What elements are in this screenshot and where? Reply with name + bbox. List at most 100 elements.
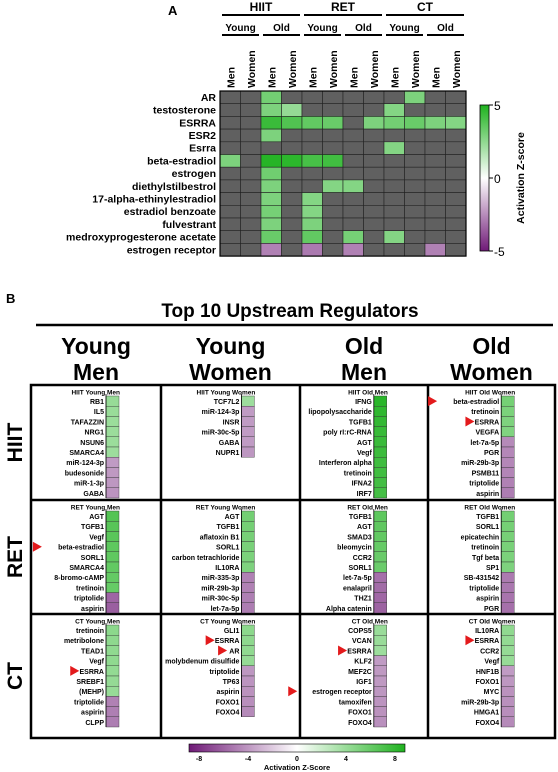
heatmap-cell (322, 90, 344, 104)
regulator-cell (105, 561, 120, 573)
regulator-label: Vegf (89, 659, 104, 666)
regulator-label: KLF2 (354, 659, 372, 666)
regulator-cell (241, 426, 255, 438)
heatmap-cell (342, 154, 364, 168)
regulator-cell (105, 592, 120, 603)
row-header: CT (4, 662, 27, 690)
highlight-arrow-icon (32, 541, 42, 552)
regulator-cell (501, 645, 515, 656)
regulator-cell (105, 541, 120, 552)
heatmap-cell (281, 141, 303, 155)
regulator-cell (105, 416, 120, 427)
regulator-cell (105, 635, 120, 646)
heatmap-cell (219, 128, 241, 143)
heatmap-cell (383, 166, 405, 181)
regulator-cell (241, 686, 255, 697)
row-label: estrogen receptor (127, 244, 216, 256)
regulator-label: SMAD3 (347, 534, 372, 541)
regulator-cell (105, 436, 120, 448)
regulator-cell (241, 655, 255, 666)
highlight-arrow-icon (338, 645, 348, 656)
regulator-label: AGT (225, 514, 241, 521)
regulator-label: metribolone (64, 638, 104, 645)
regulator-cell (373, 561, 387, 573)
row-label: beta-estradiol (147, 155, 216, 167)
heatmap-cell (322, 166, 344, 181)
regulator-label: lipopolysaccharide (308, 409, 372, 416)
regulator-cell (501, 467, 515, 478)
regulator-label: triptolide (469, 585, 499, 592)
regulator-cell (105, 686, 120, 697)
regulator-label: IGF1 (356, 679, 372, 686)
regulator-cell (241, 696, 255, 707)
heatmap-cell (301, 116, 323, 130)
regulator-label: SORL1 (476, 524, 499, 531)
regulator-cell (501, 624, 515, 636)
regulator-label: FOXO1 (348, 710, 372, 717)
regulator-cell (105, 487, 120, 499)
regulator-label: miR-29b-3p (461, 699, 499, 706)
regulator-label: let-7a-5p (343, 575, 372, 582)
column-header-line1: Young (196, 333, 266, 359)
regulator-cell (105, 582, 120, 593)
heatmap-cell (240, 166, 262, 181)
regulator-label: beta-estradiol (58, 545, 104, 552)
heatmap-cell (281, 192, 303, 206)
regulator-cell (105, 602, 120, 614)
regulator-cell (373, 696, 387, 707)
regulator-label: FOXO4 (348, 720, 372, 727)
heatmap-cell (383, 192, 405, 206)
regulator-label: FOXO1 (475, 679, 499, 686)
column-header-line2: Women (189, 359, 272, 385)
heatmap-cell (219, 141, 241, 155)
colorbar-b-tick-label: -4 (245, 756, 251, 763)
heatmap-cell (260, 141, 282, 155)
age-label: Old (437, 23, 454, 34)
regulator-label: tretinoin (471, 409, 499, 416)
heatmap-cell (281, 205, 303, 219)
regulator-cell (373, 582, 387, 593)
heatmap-cell (383, 103, 405, 117)
heatmap-cell (281, 217, 303, 231)
regulator-label: ESRRA (215, 638, 240, 645)
regulator-label: Alpha catenin (326, 606, 372, 613)
regulator-cell (501, 696, 515, 707)
heatmap-cell (424, 154, 446, 168)
heatmap-cell (219, 103, 241, 117)
heatmap-cell (363, 217, 385, 231)
regulator-label: SORL1 (348, 565, 371, 572)
regulator-label: SREBF1 (76, 679, 104, 686)
regulator-label: aspirin (476, 491, 499, 498)
regulator-label: ESRRA (79, 669, 104, 676)
heatmap-cell (322, 205, 344, 219)
heatmap-cell (342, 116, 364, 130)
heatmap-cell (342, 90, 364, 104)
heatmap-cell (219, 230, 241, 244)
heatmap-cell (445, 90, 467, 104)
heatmap-cell (301, 90, 323, 104)
row-label: medroxyprogesterone acetate (66, 232, 216, 244)
heatmap-cell (301, 128, 323, 143)
regulator-label: TAFAZZIN (71, 419, 104, 426)
heatmap-cell (363, 192, 385, 206)
regulator-cell (373, 686, 387, 697)
heatmap-cell (404, 217, 426, 231)
heatmap-cell (424, 243, 446, 257)
heatmap-cell (445, 217, 467, 231)
regulator-cell (241, 531, 255, 542)
regulator-cell (373, 551, 387, 563)
column-label: Men (266, 67, 278, 88)
highlight-arrow-icon (465, 416, 475, 427)
colorbar-a (479, 104, 490, 252)
regulator-label: triptolide (74, 699, 104, 706)
regulator-label: INSR (223, 419, 240, 426)
heatmap-cell (240, 141, 262, 155)
regulator-cell (501, 487, 515, 499)
highlight-arrow-icon (428, 396, 438, 407)
heatmap-cell (322, 192, 344, 206)
regulator-label: NUPR1 (216, 450, 240, 457)
regulator-cell (105, 406, 120, 417)
regulator-label: HMGA1 (474, 710, 499, 717)
regulator-label: triptolide (209, 669, 239, 676)
regulator-cell (241, 521, 255, 532)
